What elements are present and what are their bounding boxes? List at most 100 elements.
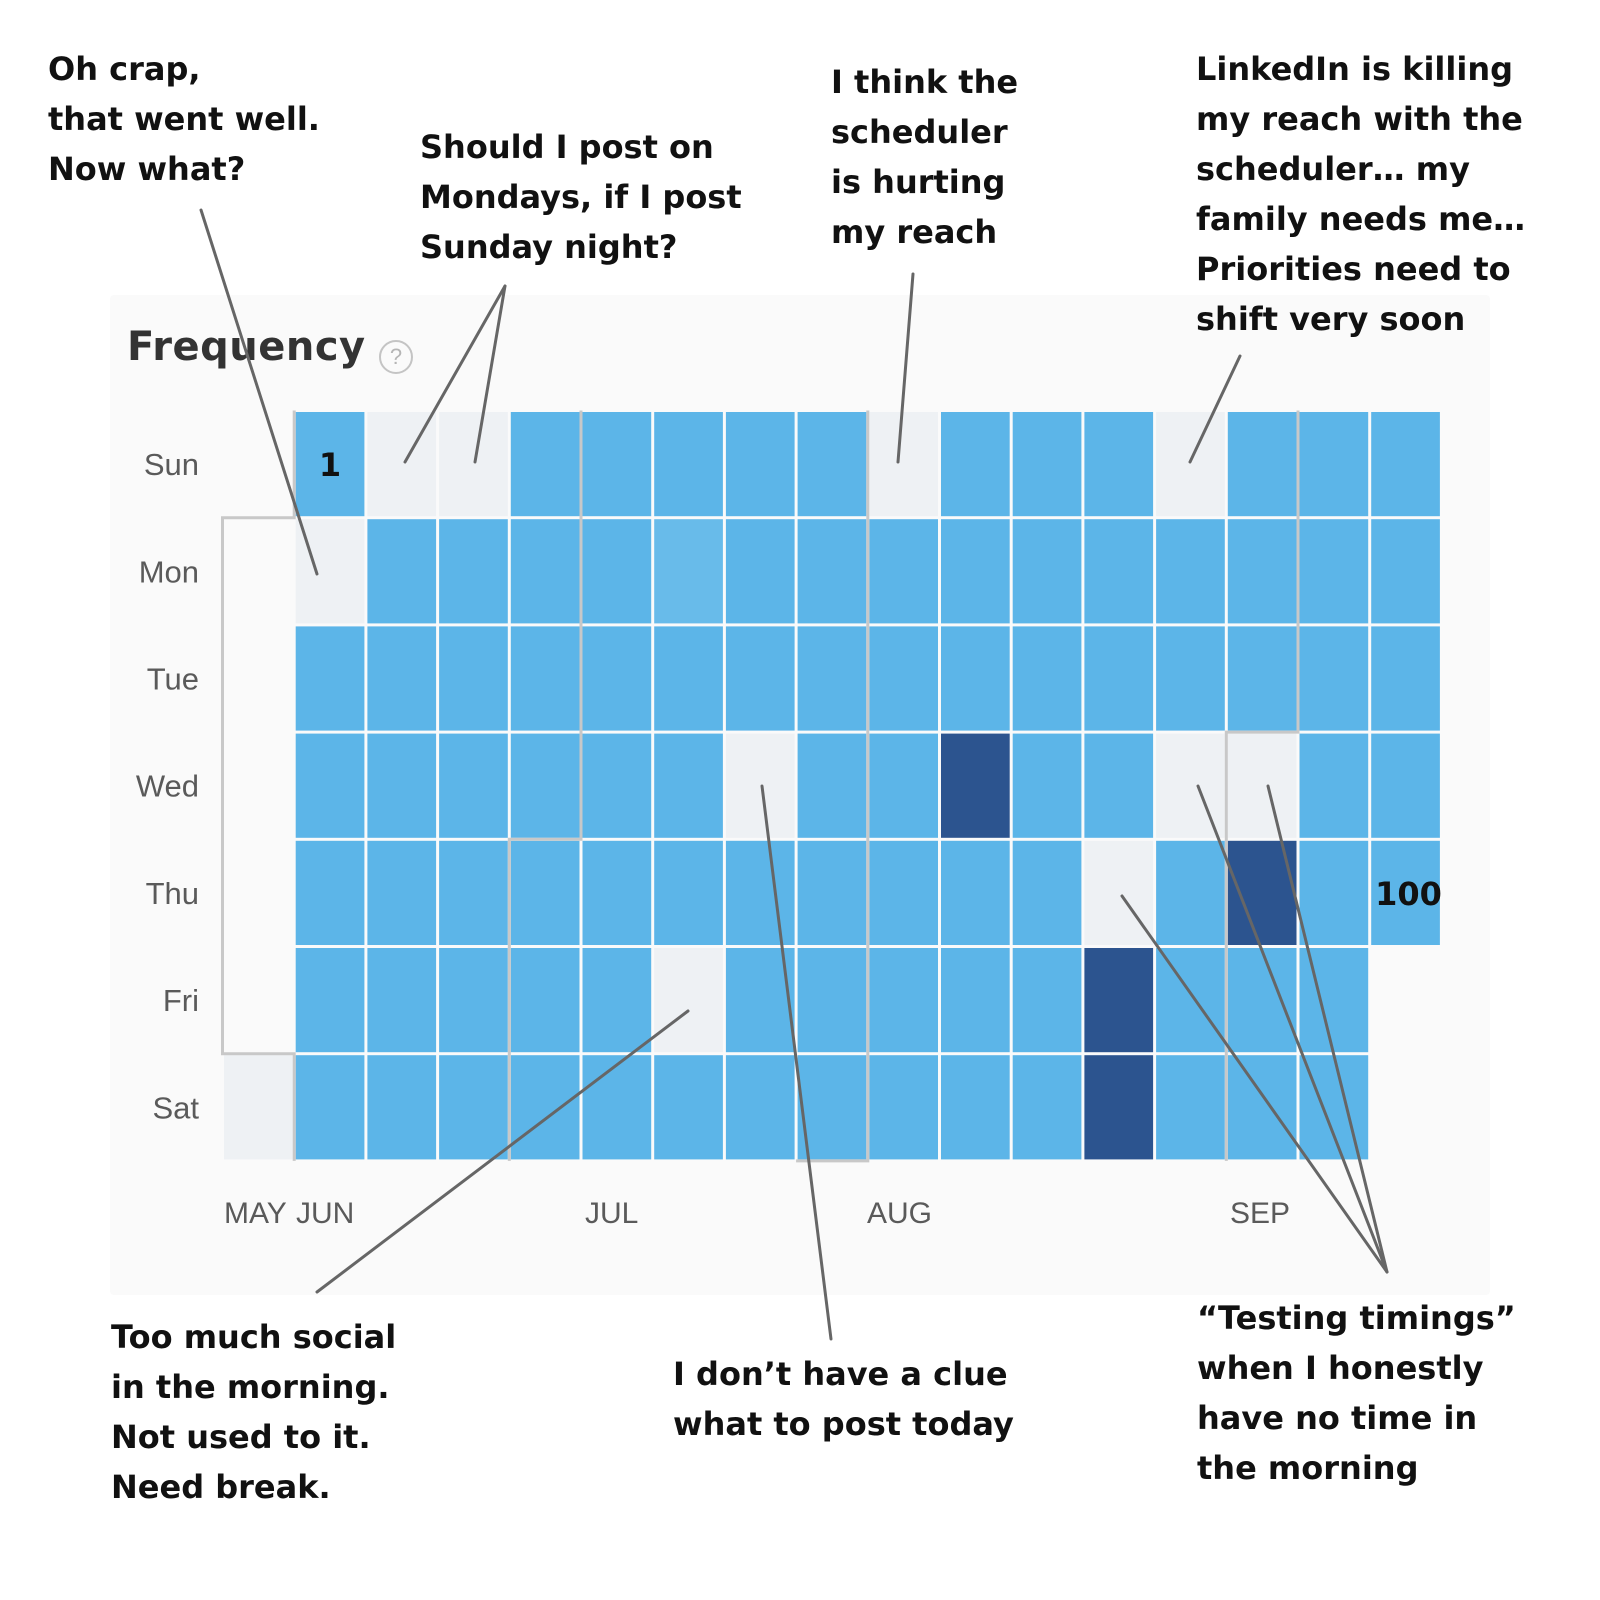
heatmap-cell[interactable]: Thu low (1156, 840, 1225, 945)
heatmap-cell[interactable]: Wed low (510, 733, 580, 838)
heatmap-cell[interactable]: Sat none (224, 1055, 293, 1160)
heatmap-cell[interactable]: Thu low (439, 840, 508, 945)
heatmap-cell[interactable]: Sun low (1299, 412, 1369, 517)
heatmap-cell[interactable]: Thu low (582, 840, 652, 945)
heatmap-cell[interactable]: Thu low (725, 840, 795, 945)
heatmap-cell[interactable]: Wed low (1084, 733, 1154, 838)
heatmap-cell[interactable]: Mon medium (654, 519, 723, 624)
heatmap-cell[interactable]: Fri low (725, 948, 795, 1053)
heatmap-cell[interactable]: Wed none (1227, 733, 1297, 838)
heatmap-cell[interactable]: Wed none (725, 733, 795, 838)
heatmap-cell[interactable]: Sat low (510, 1055, 580, 1160)
heatmap-cell[interactable]: Fri low (797, 948, 867, 1053)
heatmap-cell[interactable]: Thu none (1084, 840, 1154, 945)
heatmap-cell[interactable]: Fri low (1012, 948, 1082, 1053)
heatmap-cell[interactable]: Wed low (439, 733, 508, 838)
heatmap-cell[interactable]: Tue low (582, 626, 652, 731)
heatmap-cell[interactable]: Tue low (295, 626, 365, 731)
heatmap-cell[interactable]: Fri low (1156, 948, 1225, 1053)
heatmap-cell[interactable]: Mon low (1012, 519, 1082, 624)
heatmap-cell[interactable]: Sat low (1156, 1055, 1225, 1160)
heatmap-cell[interactable]: Sun low (654, 412, 723, 517)
heatmap-cell[interactable]: Sat low (1299, 1055, 1369, 1160)
heatmap-cell[interactable]: Sun none (869, 412, 938, 517)
heatmap-cell[interactable]: Sat low (582, 1055, 652, 1160)
heatmap-cell[interactable]: Mon low (941, 519, 1010, 624)
heatmap-cell[interactable]: Thu low (510, 840, 580, 945)
heatmap-cell[interactable]: Tue low (941, 626, 1010, 731)
heatmap-cell[interactable]: Sat low (295, 1055, 365, 1160)
heatmap-cell[interactable]: Sun low (582, 412, 652, 517)
heatmap-cell[interactable]: Thu low (367, 840, 437, 945)
heatmap-cell[interactable]: Mon low (582, 519, 652, 624)
heatmap-cell[interactable]: Thu low (797, 840, 867, 945)
heatmap-cell[interactable]: Tue low (1227, 626, 1297, 731)
heatmap-cell[interactable]: Thu low (295, 840, 365, 945)
heatmap-cell[interactable]: Mon low (1084, 519, 1154, 624)
heatmap-cell[interactable]: Thu low (1012, 840, 1082, 945)
heatmap-cell[interactable]: Fri low (1227, 948, 1297, 1053)
heatmap-cell[interactable]: Mon low (1299, 519, 1369, 624)
heatmap-cell[interactable]: Sun low (1084, 412, 1154, 517)
heatmap-cell[interactable]: Fri low (941, 948, 1010, 1053)
heatmap-cell[interactable]: Sat low (725, 1055, 795, 1160)
heatmap-cell[interactable]: Sat low (439, 1055, 508, 1160)
heatmap-cell[interactable]: Sun low (1227, 412, 1297, 517)
heatmap-cell[interactable]: Sun low (941, 412, 1010, 517)
heatmap-cell[interactable]: Tue low (1371, 626, 1440, 731)
heatmap-cell[interactable]: Sun none (1156, 412, 1225, 517)
heatmap-cell[interactable]: Thu low (941, 840, 1010, 945)
heatmap-cell[interactable]: Fri low (439, 948, 508, 1053)
heatmap-cell[interactable]: Wed low (797, 733, 867, 838)
heatmap-cell[interactable]: Sun low (1012, 412, 1082, 517)
heatmap-cell[interactable]: Thu high (1227, 840, 1297, 945)
heatmap-cell[interactable]: Wed none (1156, 733, 1225, 838)
heatmap-cell[interactable]: Sat low (654, 1055, 723, 1160)
heatmap-cell[interactable]: Tue low (869, 626, 938, 731)
heatmap-cell[interactable]: Fri low (582, 948, 652, 1053)
heatmap-cell[interactable]: Sat high (1084, 1055, 1154, 1160)
heatmap-cell[interactable]: Fri low (869, 948, 938, 1053)
heatmap-cell[interactable]: Tue low (1156, 626, 1225, 731)
heatmap-cell[interactable]: Wed low (295, 733, 365, 838)
heatmap-cell[interactable]: Mon none (295, 519, 365, 624)
heatmap-cell[interactable]: Tue low (725, 626, 795, 731)
heatmap-cell[interactable]: Fri low (295, 948, 365, 1053)
heatmap-cell[interactable]: Thu low (869, 840, 938, 945)
heatmap-cell[interactable]: Thu low (654, 840, 723, 945)
heatmap-cell[interactable]: Mon low (869, 519, 938, 624)
heatmap-cell[interactable]: Fri low (1299, 948, 1369, 1053)
heatmap-cell[interactable]: Mon low (367, 519, 437, 624)
heatmap-cell[interactable]: Wed low (1012, 733, 1082, 838)
heatmap-cell[interactable]: Fri none (654, 948, 723, 1053)
heatmap-cell[interactable]: Sun low (1371, 412, 1440, 517)
heatmap-cell[interactable]: Wed high (941, 733, 1010, 838)
heatmap-cell[interactable]: Sun low (725, 412, 795, 517)
heatmap-cell[interactable]: Sat low (367, 1055, 437, 1160)
heatmap-cell[interactable]: Mon low (1156, 519, 1225, 624)
heatmap-cell[interactable]: Wed low (1371, 733, 1440, 838)
heatmap-cell[interactable]: Tue low (510, 626, 580, 731)
heatmap-cell[interactable]: Tue low (1299, 626, 1369, 731)
heatmap-cell[interactable]: Sun low (797, 412, 867, 517)
heatmap-cell[interactable]: Fri low (367, 948, 437, 1053)
heatmap-cell[interactable]: Tue low (439, 626, 508, 731)
heatmap-cell[interactable]: Tue low (1084, 626, 1154, 731)
heatmap-cell[interactable]: Sun none (439, 412, 508, 517)
heatmap-cell[interactable]: Sat low (1012, 1055, 1082, 1160)
heatmap-cell[interactable]: Sat low (797, 1055, 867, 1160)
heatmap-cell[interactable]: Mon low (797, 519, 867, 624)
heatmap-cell[interactable]: Sat low (869, 1055, 938, 1160)
heatmap-cell[interactable]: Mon low (725, 519, 795, 624)
heatmap-cell[interactable]: Wed low (654, 733, 723, 838)
heatmap-cell[interactable]: Mon low (439, 519, 508, 624)
heatmap-cell[interactable]: Wed low (582, 733, 652, 838)
heatmap-cell[interactable]: Mon low (510, 519, 580, 624)
heatmap-cell[interactable]: Sat low (1227, 1055, 1297, 1160)
heatmap-cell[interactable]: Tue low (1012, 626, 1082, 731)
heatmap-cell[interactable]: Mon low (1227, 519, 1297, 624)
heatmap-cell[interactable]: Sun none (367, 412, 437, 517)
heatmap-cell[interactable]: Fri high (1084, 948, 1154, 1053)
heatmap-cell[interactable]: Sun low (510, 412, 580, 517)
heatmap-cell[interactable]: Mon low (1371, 519, 1440, 624)
